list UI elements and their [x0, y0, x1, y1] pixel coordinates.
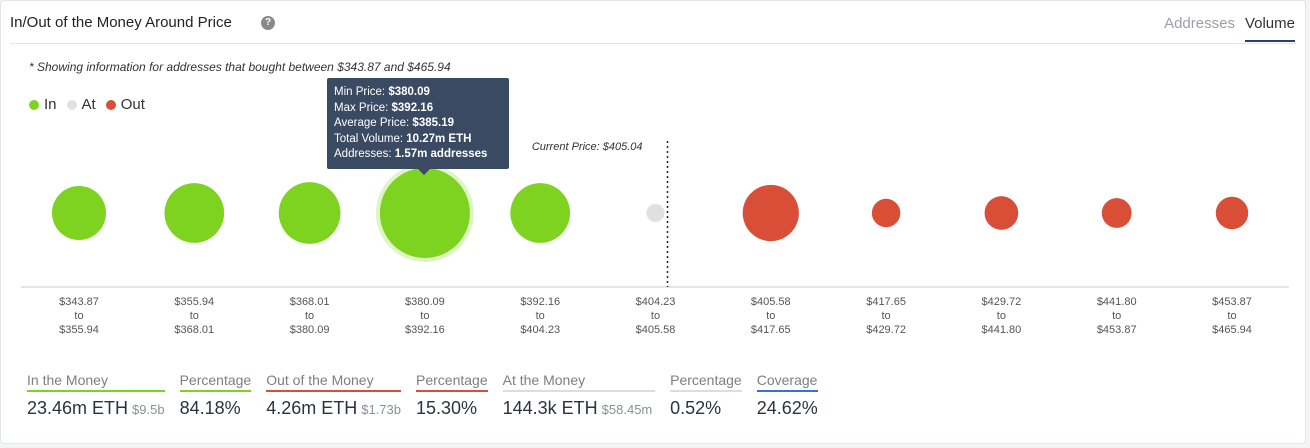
bubble-out[interactable]: [742, 184, 799, 242]
x-tick-label: $404.23: [520, 324, 560, 336]
question-circle-icon[interactable]: ?: [261, 16, 275, 30]
x-tick-label: to: [190, 310, 199, 322]
tooltip: Min Price: $380.09 Max Price: $392.16 Av…: [327, 78, 509, 175]
x-tick-label: $429.72: [866, 324, 906, 336]
current-price-label: Current Price: $405.04: [532, 141, 643, 153]
x-tick-label: $380.09: [290, 324, 330, 336]
range-note: * Showing information for addresses that…: [29, 60, 451, 74]
tooltip-row: Total Volume: 10.27m ETH: [334, 132, 472, 145]
in-dot-icon: [29, 99, 39, 110]
x-tick-label: to: [651, 310, 660, 322]
x-tick-label: $392.16: [520, 296, 560, 308]
view-tabs: Addresses Volume: [1164, 13, 1295, 42]
bubble-in[interactable]: [52, 186, 106, 240]
x-tick-label: $417.65: [751, 324, 791, 336]
legend-item-out[interactable]: Out: [105, 96, 145, 113]
x-tick-label: to: [420, 310, 429, 322]
bubble-out[interactable]: [871, 198, 901, 228]
bubble-in[interactable]: [379, 168, 470, 258]
x-tick-label: to: [882, 310, 891, 322]
x-tick-label: to: [305, 310, 314, 322]
summary-stats: In the Money 23.46m ETH $9.5b Percentage 84…: [27, 372, 833, 419]
at-dot-icon: [66, 99, 77, 110]
bubble-in[interactable]: [510, 183, 571, 243]
out-dot-icon: [105, 99, 116, 110]
x-tick-label: to: [536, 310, 545, 322]
divider: [10, 43, 1296, 44]
stat-in-the-money: In the Money 23.46m ETH $9.5b: [27, 372, 165, 418]
tab-volume[interactable]: Volume: [1244, 13, 1295, 42]
x-tick-label: $404.23: [636, 296, 676, 308]
stat-coverage: Coverage 24.62%: [756, 372, 818, 418]
stat-in-percentage: Percentage 84.18%: [179, 372, 252, 418]
stat-out-of-the-money: Out of the Money 4.26m ETH $1.73b: [266, 372, 401, 418]
x-tick-label: $429.72: [982, 296, 1022, 308]
x-tick-label: $465.94: [1212, 324, 1252, 336]
tooltip-row: Average Price: $385.19: [334, 117, 454, 129]
x-tick-label: $368.01: [290, 296, 330, 308]
legend-label: Out: [120, 96, 145, 113]
legend: In At Out: [29, 96, 145, 113]
bubble-out[interactable]: [1101, 198, 1132, 228]
stat-at-percentage: Percentage 0.52%: [670, 372, 742, 418]
tooltip-row: Addresses: 1.57m addresses: [334, 148, 488, 160]
card-title: In/Out of the Money Around Price: [10, 14, 232, 31]
tooltip-row: Max Price: $392.16: [334, 101, 434, 114]
bubble-in[interactable]: [164, 183, 225, 243]
x-tick-label: $453.87: [1097, 324, 1137, 336]
x-tick-label: $441.80: [982, 324, 1022, 336]
x-tick-label: to: [766, 310, 775, 322]
tab-addresses[interactable]: Addresses: [1164, 15, 1235, 32]
x-tick-label: $441.80: [1097, 296, 1137, 308]
legend-item-at[interactable]: At: [66, 96, 96, 113]
x-tick-label: $417.65: [866, 296, 906, 308]
bubble-out[interactable]: [1215, 196, 1249, 230]
legend-item-in[interactable]: In: [29, 96, 57, 113]
x-tick-label: $405.58: [636, 324, 676, 336]
x-tick-label: to: [1112, 310, 1121, 322]
bubble-out[interactable]: [984, 196, 1019, 230]
x-tick-label: $405.58: [751, 296, 791, 308]
x-tick-label: $392.16: [405, 324, 445, 336]
x-tick-label: to: [1227, 310, 1236, 322]
x-tick-label: $453.87: [1212, 296, 1252, 308]
bubble-at[interactable]: [646, 204, 665, 222]
x-tick-label: $368.01: [174, 324, 214, 336]
bubble-in[interactable]: [278, 182, 341, 244]
legend-label: In: [44, 96, 57, 113]
x-tick-label: $343.87: [59, 296, 99, 308]
stat-at-the-money: At the Money 144.3k ETH $58.45m: [502, 372, 656, 419]
stat-out-percentage: Percentage 15.30%: [416, 372, 488, 418]
x-tick-label: $355.94: [59, 324, 99, 336]
x-tick-label: $380.09: [405, 296, 445, 308]
x-tick-label: to: [997, 310, 1006, 322]
bubble-chart: Current Price: $405.04 $343.87 to $355.94 $3…: [21, 141, 1289, 336]
x-tick-label: to: [74, 310, 83, 322]
legend-label: At: [81, 96, 96, 113]
x-tick-label: $355.94: [174, 296, 214, 308]
tooltip-row: Min Price: $380.09: [334, 86, 430, 98]
